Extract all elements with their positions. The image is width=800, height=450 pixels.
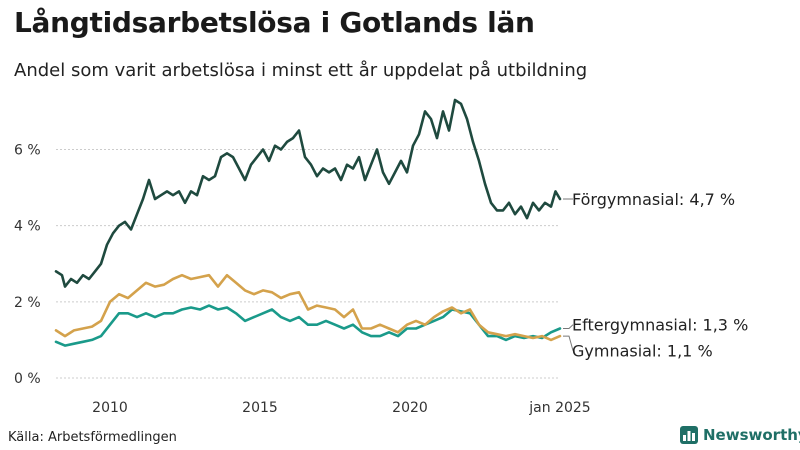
series-end-label: Förgymnasial: 4,7 % (572, 190, 735, 209)
bar-chart-icon (680, 426, 698, 444)
series-end-label: Gymnasial: 1,1 % (572, 342, 713, 361)
x-tick-label: 2020 (392, 400, 428, 416)
y-tick-label: 2 % (14, 295, 41, 311)
series-leader-line (563, 335, 574, 351)
y-tick-label: 4 % (14, 219, 41, 235)
source-note: Källa: Arbetsförmedlingen (8, 430, 177, 445)
chart-subtitle: Andel som varit arbetslösa i minst ett å… (14, 60, 588, 81)
series-line-förgymnasial (54, 98, 562, 288)
brand-name: Newsworthy (703, 426, 800, 444)
series-leader-line (563, 324, 574, 329)
y-tick-label: 0 % (14, 371, 41, 387)
x-tick-label: jan 2025 (528, 400, 590, 416)
series-line-gymnasial (54, 273, 562, 342)
series-end-label: Eftergymnasial: 1,3 % (572, 316, 748, 335)
y-tick-label: 6 % (14, 143, 41, 159)
x-tick-label: 2015 (242, 400, 278, 416)
x-tick-label: 2010 (92, 400, 128, 416)
chart-title: Långtidsarbetslösa i Gotlands län (14, 6, 535, 39)
brand-logo[interactable]: Newsworthy (680, 426, 800, 444)
series-line-eftergymnasial (54, 304, 562, 347)
